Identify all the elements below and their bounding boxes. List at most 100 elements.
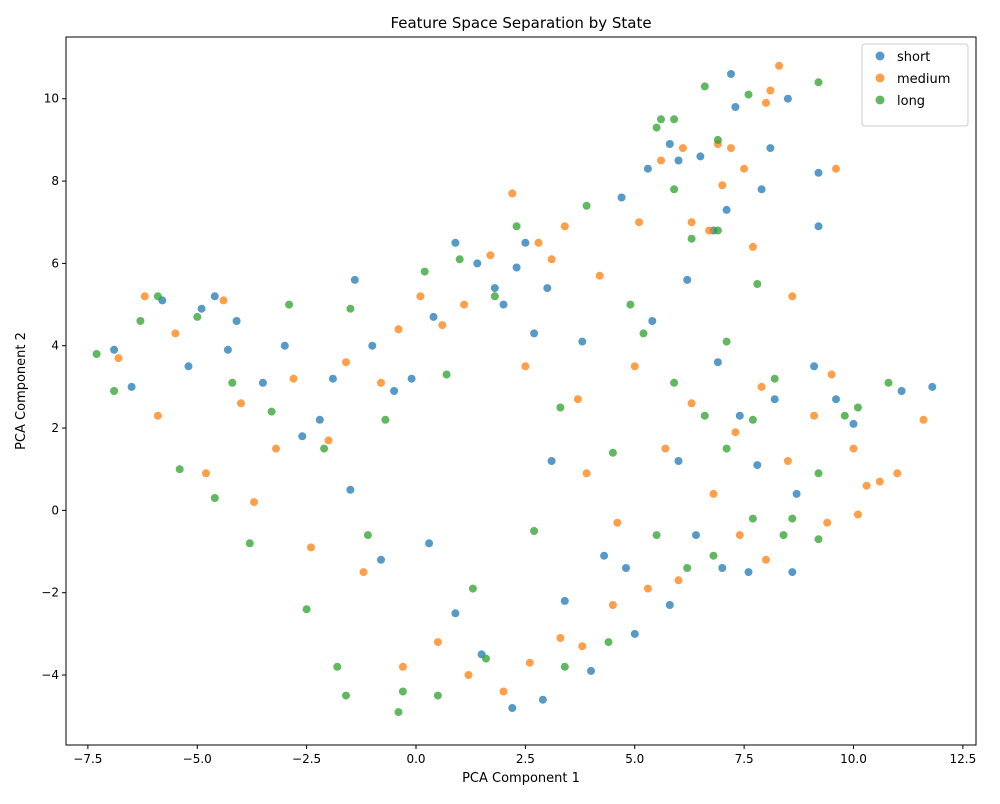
data-point xyxy=(193,312,202,321)
data-point xyxy=(652,123,661,132)
data-point xyxy=(783,94,792,103)
data-point xyxy=(670,378,679,387)
data-point xyxy=(210,494,219,502)
data-point xyxy=(153,411,162,420)
data-point xyxy=(775,61,784,70)
x-axis: −7.5 −5.0 −2.5 0.0 2.5 5.0 7.5 10.0 12.5 xyxy=(73,745,976,766)
data-point xyxy=(788,514,797,523)
data-point xyxy=(722,337,731,346)
data-point xyxy=(390,387,399,395)
data-point xyxy=(683,564,692,572)
data-point xyxy=(665,140,674,148)
data-point xyxy=(630,629,639,638)
data-point xyxy=(770,374,779,383)
data-point xyxy=(416,292,425,301)
data-point xyxy=(346,304,355,313)
data-point xyxy=(762,98,770,107)
data-point xyxy=(713,226,722,235)
data-point xyxy=(451,238,460,247)
data-point xyxy=(652,531,661,540)
data-point xyxy=(840,411,849,420)
data-point xyxy=(350,275,359,284)
legend: short medium long xyxy=(861,43,969,127)
data-point xyxy=(670,115,679,124)
data-point xyxy=(560,222,569,231)
data-point xyxy=(718,564,727,572)
x-tick-label: −2.5 xyxy=(292,752,321,766)
y-tick-label: 0 xyxy=(51,503,59,517)
y-tick-label: 8 xyxy=(51,174,59,188)
data-point xyxy=(153,292,162,301)
data-point xyxy=(657,115,665,124)
data-point xyxy=(394,708,403,717)
x-tick-label: 5.0 xyxy=(625,752,644,766)
data-point xyxy=(245,539,254,548)
y-axis: −4 −2 0 2 4 6 8 10 xyxy=(41,92,66,682)
x-tick-label: −7.5 xyxy=(73,752,102,766)
data-point xyxy=(788,568,797,577)
data-point xyxy=(442,370,451,379)
data-point xyxy=(687,234,696,243)
data-point xyxy=(744,90,753,99)
x-tick-label: 12.5 xyxy=(950,752,977,766)
data-point xyxy=(202,469,210,478)
x-tick-label: 7.5 xyxy=(735,752,754,766)
data-point xyxy=(342,691,350,700)
data-point xyxy=(508,704,517,712)
data-point xyxy=(482,654,490,663)
data-point xyxy=(630,362,639,371)
data-point xyxy=(267,407,276,416)
data-point xyxy=(849,444,858,453)
data-point xyxy=(473,259,482,268)
data-point xyxy=(250,498,259,507)
data-point xyxy=(814,78,823,87)
data-point xyxy=(814,535,823,544)
data-point xyxy=(674,156,683,165)
data-point xyxy=(814,168,823,177)
x-tick-label: 0.0 xyxy=(406,752,425,766)
y-tick-label: 2 xyxy=(51,421,59,435)
data-point xyxy=(140,292,149,301)
data-point xyxy=(608,601,617,609)
y-tick-label: 4 xyxy=(51,339,59,353)
data-point xyxy=(753,461,762,470)
legend-marker-short xyxy=(875,51,885,61)
data-point xyxy=(582,201,591,210)
data-point xyxy=(556,403,565,412)
data-point xyxy=(302,605,311,614)
data-point xyxy=(700,82,709,91)
data-point xyxy=(127,382,136,391)
data-point xyxy=(346,485,355,494)
data-point xyxy=(398,662,407,671)
data-point xyxy=(810,362,819,371)
data-point xyxy=(451,609,460,618)
data-point xyxy=(674,576,683,585)
data-point xyxy=(713,135,722,144)
data-point xyxy=(363,531,372,540)
data-point xyxy=(272,444,280,453)
data-point xyxy=(578,642,587,651)
data-point xyxy=(110,387,119,395)
y-tick-label: 6 xyxy=(51,256,59,270)
data-point xyxy=(587,666,595,675)
y-tick-label: −2 xyxy=(41,586,59,600)
data-point xyxy=(617,193,626,202)
data-point xyxy=(744,568,753,577)
data-point xyxy=(893,469,902,478)
data-point xyxy=(595,271,604,280)
data-point xyxy=(814,222,823,231)
data-point xyxy=(862,481,871,490)
data-point xyxy=(280,341,289,350)
data-point xyxy=(727,70,735,78)
data-point xyxy=(228,378,237,387)
y-tick-label: 10 xyxy=(44,92,59,106)
data-point xyxy=(762,555,770,564)
x-axis-label: PCA Component 1 xyxy=(462,771,580,786)
data-point xyxy=(735,411,744,420)
data-point xyxy=(455,255,464,264)
data-point xyxy=(490,284,499,293)
data-point xyxy=(919,415,928,424)
data-point xyxy=(766,86,775,95)
